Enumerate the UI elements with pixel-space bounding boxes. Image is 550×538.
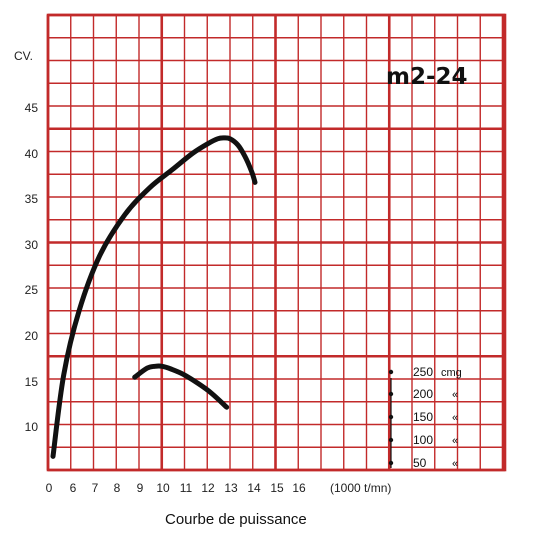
y-tick-label: 20 — [25, 329, 39, 343]
y-tick-label: 35 — [25, 192, 39, 206]
x-tick-label: 14 — [247, 481, 261, 495]
scale-tick-dot — [388, 437, 394, 443]
x-tick-label: 7 — [92, 481, 99, 495]
y-tick-label: 25 — [25, 283, 39, 297]
scale-label: 150 — [413, 410, 433, 424]
scale-label: 100 — [413, 433, 433, 447]
grid-frame — [46, 13, 507, 472]
x-tick-label: 12 — [201, 481, 215, 495]
scale-tick-dot — [388, 414, 394, 420]
series-lines — [50, 135, 258, 459]
scale-label: 200 — [413, 387, 433, 401]
y-axis-ticks: 45 40 35 30 25 20 15 10 — [25, 101, 39, 434]
scale-ditto-mark: « — [452, 389, 458, 401]
scale-label: 250 — [413, 365, 433, 379]
y-tick-label: 15 — [25, 375, 39, 389]
y-tick-label: 10 — [25, 420, 39, 434]
consumption-curve-line — [132, 363, 230, 410]
scale-tick-dot — [388, 369, 394, 375]
x-tick-label: 9 — [137, 481, 144, 495]
scale-label: 50 — [413, 456, 427, 470]
scale-ditto-mark: « — [452, 458, 458, 470]
power-curve-line — [50, 135, 258, 459]
x-tick-label: 16 — [292, 481, 306, 495]
x-axis-label: (1000 t/mn) — [330, 481, 391, 495]
x-tick-label: 11 — [180, 481, 193, 495]
x-tick-label: 0 — [46, 481, 53, 495]
scale-unit: cmg — [441, 367, 462, 379]
y-tick-label: 30 — [25, 238, 39, 252]
chart-grid — [46, 13, 507, 472]
x-tick-label: 10 — [156, 481, 170, 495]
chart-title: m2-24 — [386, 64, 468, 90]
chart-caption: Courbe de puissance — [165, 511, 307, 528]
x-tick-label: 6 — [70, 481, 77, 495]
scale-tick-dot — [388, 391, 394, 397]
x-axis-ticks: 0 6 7 8 9 10 11 12 13 14 15 16 — [46, 481, 306, 495]
x-tick-label: 13 — [224, 481, 238, 495]
x-tick-label: 15 — [270, 481, 284, 495]
x-tick-label: 8 — [114, 481, 121, 495]
consumption-scale: 250 cmg 200 « 150 « 100 « 50 « — [388, 365, 462, 470]
y-tick-label: 45 — [25, 101, 39, 115]
y-axis-label: CV. — [14, 49, 33, 63]
scale-ditto-mark: « — [452, 412, 458, 424]
scale-tick-dot — [388, 460, 394, 466]
y-tick-label: 40 — [25, 147, 39, 161]
scale-ditto-mark: « — [452, 435, 458, 447]
